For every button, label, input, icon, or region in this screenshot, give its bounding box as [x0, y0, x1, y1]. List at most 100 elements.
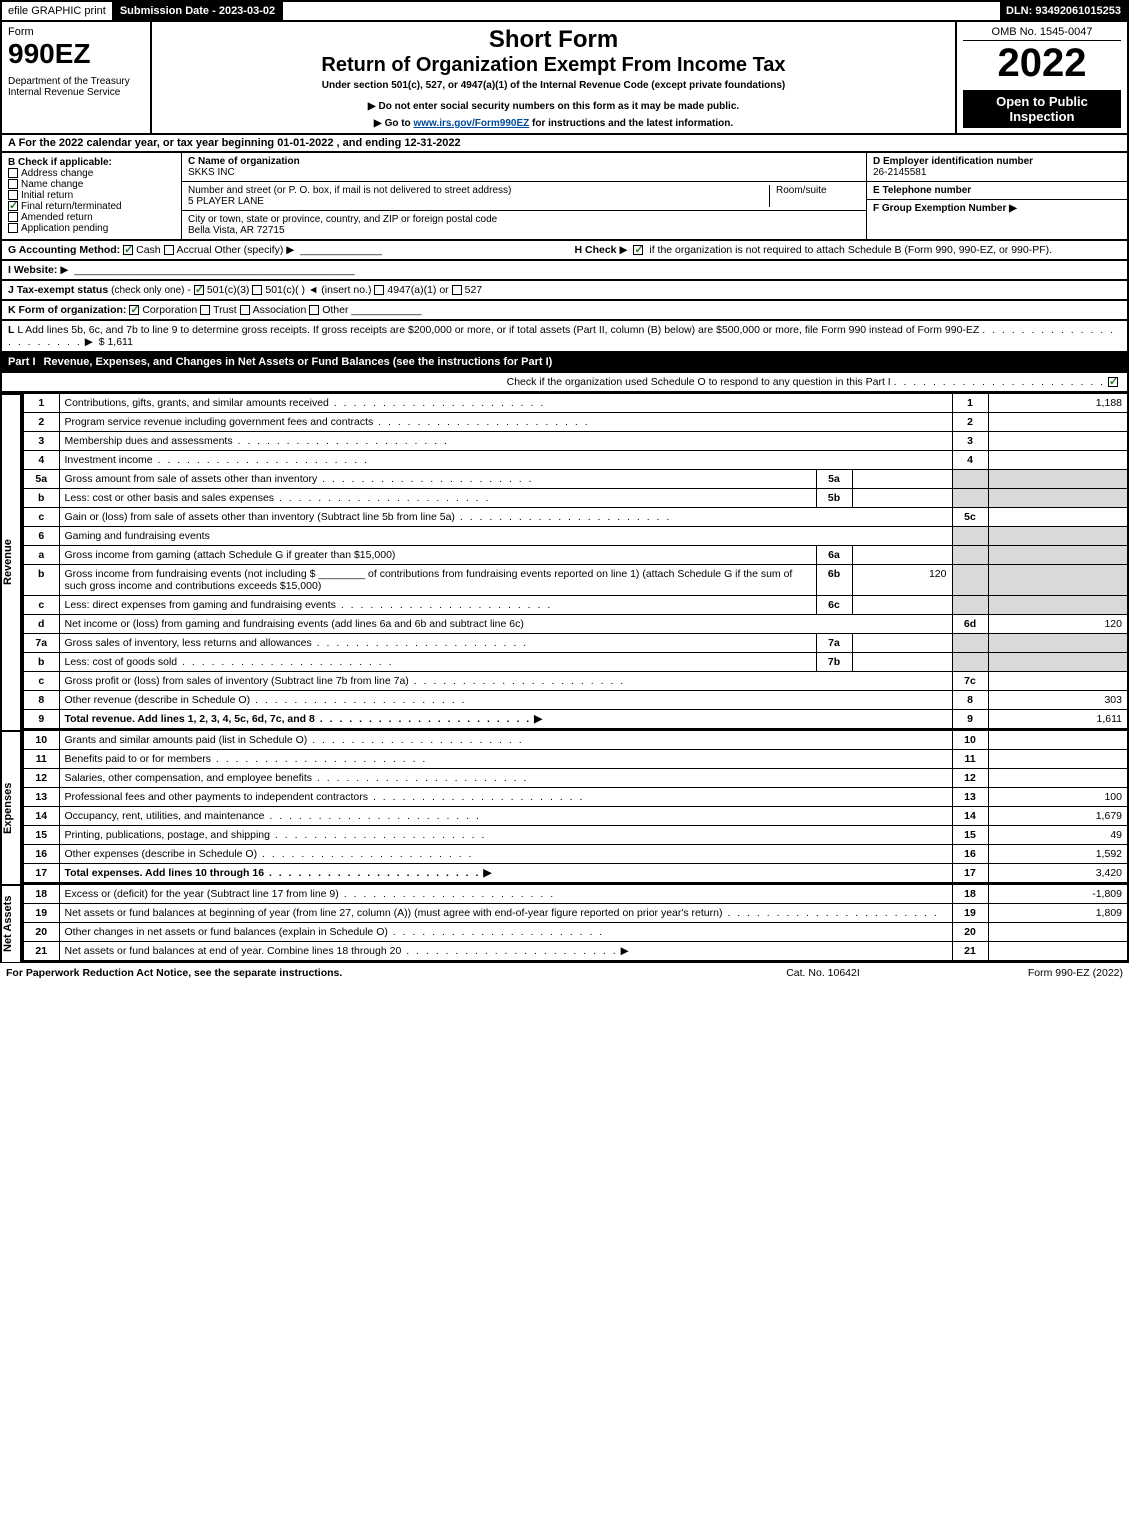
line-6a-desc: Gross income from gaming (attach Schedul… [65, 549, 396, 561]
check-4947[interactable] [374, 285, 384, 295]
line-5b-subnum: 5b [816, 489, 852, 508]
line-13-desc: Professional fees and other payments to … [65, 791, 369, 803]
net-assets-table: 18Excess or (deficit) for the year (Subt… [22, 884, 1129, 962]
city-value: Bella Vista, AR 72715 [188, 225, 860, 236]
check-amended-return[interactable]: Amended return [8, 212, 175, 223]
line-12-rnum: 12 [952, 769, 988, 788]
line-14-desc: Occupancy, rent, utilities, and maintena… [65, 810, 265, 822]
check-schedule-b[interactable] [633, 245, 643, 255]
line-6-desc: Gaming and fundraising events [59, 527, 952, 546]
line-15-num: 15 [23, 826, 59, 845]
net-assets-section: Net Assets 18Excess or (deficit) for the… [0, 884, 1129, 962]
line-14-num: 14 [23, 807, 59, 826]
opt-other-org: Other [322, 304, 348, 316]
short-form-title: Short Form [158, 26, 949, 54]
row-l-value: $ 1,611 [99, 336, 133, 348]
line-21-desc: Net assets or fund balances at end of ye… [65, 945, 402, 957]
check-final-return[interactable]: Final return/terminated [8, 201, 175, 212]
line-6b-num: b [23, 565, 59, 596]
line-2-rnum: 2 [952, 413, 988, 432]
room-suite-label: Room/suite [770, 185, 860, 207]
check-name-change[interactable]: Name change [8, 179, 175, 190]
line-18-rnum: 18 [952, 885, 988, 904]
line-11-num: 11 [23, 750, 59, 769]
check-501c3[interactable] [194, 285, 204, 295]
tax-exempt-label: J Tax-exempt status [8, 284, 108, 296]
line-2-value [988, 413, 1128, 432]
addr-value: 5 PLAYER LANE [188, 196, 763, 207]
line-19-num: 19 [23, 904, 59, 923]
line-7b-subval [852, 653, 952, 672]
part-1-check-text: Check if the organization used Schedule … [507, 376, 891, 388]
row-k-form-org: K Form of organization: Corporation Trus… [0, 301, 1129, 321]
line-7b-num: b [23, 653, 59, 672]
check-association[interactable] [240, 305, 250, 315]
line-18-value: -1,809 [988, 885, 1128, 904]
top-bar: efile GRAPHIC print Submission Date - 20… [0, 0, 1129, 22]
line-7a-subval [852, 634, 952, 653]
line-1-num: 1 [23, 394, 59, 413]
submission-date: Submission Date - 2023-03-02 [114, 2, 283, 20]
check-accrual[interactable] [164, 245, 174, 255]
line-5a-subval [852, 470, 952, 489]
line-6-num: 6 [23, 527, 59, 546]
line-21-num: 21 [23, 942, 59, 962]
check-initial-return[interactable]: Initial return [8, 190, 175, 201]
check-address-change-label: Address change [21, 168, 93, 179]
check-address-change[interactable]: Address change [8, 168, 175, 179]
line-10-num: 10 [23, 731, 59, 750]
line-21-value [988, 942, 1128, 962]
line-15-rnum: 15 [952, 826, 988, 845]
h-check-label: H Check [575, 244, 617, 256]
opt-527: 527 [465, 284, 483, 296]
line-20-desc: Other changes in net assets or fund bala… [65, 926, 388, 938]
line-9-num: 9 [23, 710, 59, 730]
line-8-rnum: 8 [952, 691, 988, 710]
line-6d-desc: Net income or (loss) from gaming and fun… [65, 618, 524, 630]
info-grid: B Check if applicable: Address change Na… [0, 153, 1129, 241]
paperwork-notice: For Paperwork Reduction Act Notice, see … [6, 967, 723, 979]
row-i-website: I Website: _____________________________… [0, 261, 1129, 281]
line-5a-num: 5a [23, 470, 59, 489]
ein-label: D Employer identification number [873, 156, 1121, 167]
check-527[interactable] [452, 285, 462, 295]
efile-print[interactable]: efile GRAPHIC print [2, 2, 114, 20]
line-5c-num: c [23, 508, 59, 527]
line-6b-subval: 120 [852, 565, 952, 596]
row-j-tax-exempt: J Tax-exempt status (check only one) - 5… [0, 281, 1129, 301]
line-11-desc: Benefits paid to or for members [65, 753, 211, 765]
addr-label: Number and street (or P. O. box, if mail… [188, 185, 763, 196]
opt-501c: 501(c)( ) [265, 284, 305, 296]
telephone-label: E Telephone number [873, 185, 1121, 196]
line-3-rnum: 3 [952, 432, 988, 451]
check-schedule-o[interactable] [1108, 377, 1118, 387]
dln: DLN: 93492061015253 [1000, 2, 1127, 20]
col-b-checkboxes: B Check if applicable: Address change Na… [2, 153, 182, 239]
line-7c-rnum: 7c [952, 672, 988, 691]
row-g-h: G Accounting Method: Cash Accrual Other … [0, 241, 1129, 261]
irs-link[interactable]: www.irs.gov/Form990EZ [413, 118, 529, 129]
check-application-pending-label: Application pending [21, 223, 108, 234]
check-501c[interactable] [252, 285, 262, 295]
check-application-pending[interactable]: Application pending [8, 223, 175, 234]
line-4-num: 4 [23, 451, 59, 470]
part-1-number: Part I [8, 356, 44, 368]
line-5c-desc: Gain or (loss) from sale of assets other… [65, 511, 455, 523]
check-trust[interactable] [200, 305, 210, 315]
expenses-table: 10Grants and similar amounts paid (list … [22, 730, 1129, 884]
check-corporation[interactable] [129, 305, 139, 315]
line-14-rnum: 14 [952, 807, 988, 826]
check-other-org[interactable] [309, 305, 319, 315]
line-19-value: 1,809 [988, 904, 1128, 923]
line-5b-subval [852, 489, 952, 508]
form-ref: Form 990-EZ (2022) [923, 967, 1123, 979]
line-4-value [988, 451, 1128, 470]
line-13-rnum: 13 [952, 788, 988, 807]
line-7c-value [988, 672, 1128, 691]
line-1-desc: Contributions, gifts, grants, and simila… [65, 397, 329, 409]
line-11-value [988, 750, 1128, 769]
tax-exempt-sub: (check only one) [111, 285, 184, 296]
goto-post: for instructions and the latest informat… [529, 118, 733, 129]
line-16-desc: Other expenses (describe in Schedule O) [65, 848, 258, 860]
check-cash[interactable] [123, 245, 133, 255]
